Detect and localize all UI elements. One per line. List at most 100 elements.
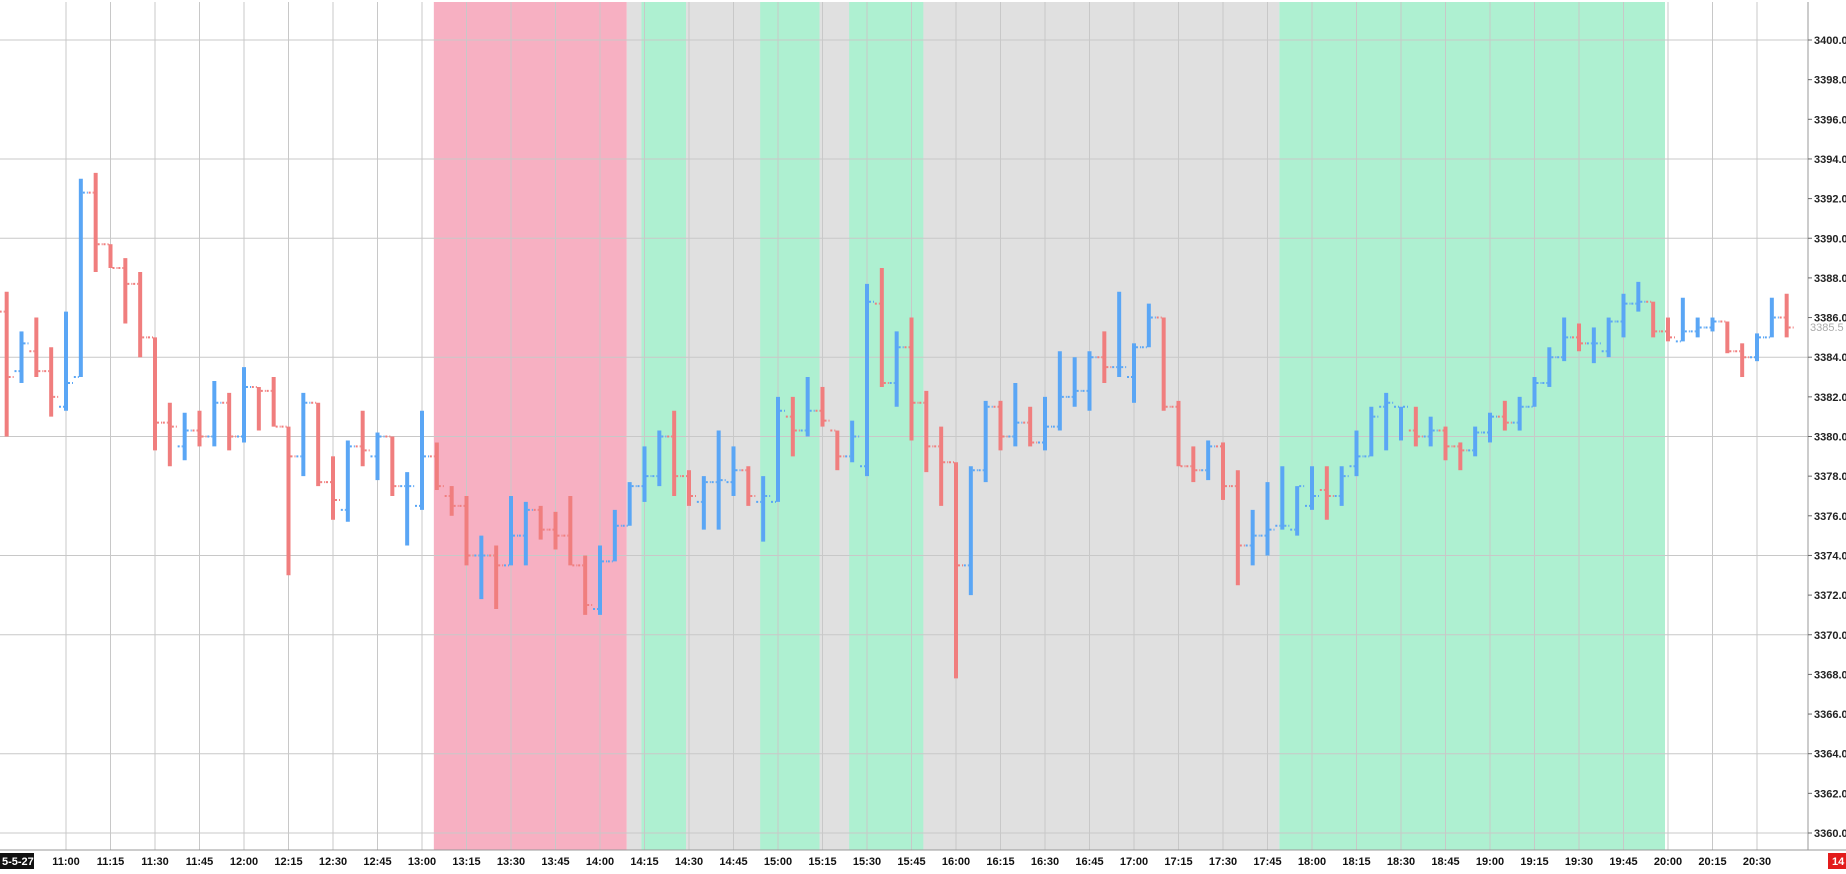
zone-green xyxy=(641,2,686,850)
ohlc-bar-up xyxy=(696,476,711,530)
ohlc-bar-up xyxy=(1245,509,1260,566)
ohlc-bar-down xyxy=(385,435,400,496)
ohlc-bar-up xyxy=(1364,406,1379,458)
time-tick-label: 18:30 xyxy=(1387,856,1415,868)
time-tick-label: 11:15 xyxy=(97,856,125,868)
zones-layer xyxy=(433,2,1665,850)
ohlc-bar-up xyxy=(1305,466,1319,510)
ohlc-bar-up xyxy=(1290,485,1305,536)
time-tick-label: 17:15 xyxy=(1164,856,1192,868)
ohlc-bar-down xyxy=(1230,470,1245,586)
price-axis[interactable]: 3400.0 3398.0 3396.0 3394.0 3392.0 3390.0 3388… xyxy=(1808,35,1846,840)
bars-layer xyxy=(0,172,1794,679)
ohlc-bar-up xyxy=(1750,333,1764,362)
ohlc-bar-down xyxy=(1661,317,1675,342)
price-tick-label: 3388.0 xyxy=(1814,273,1846,285)
time-tick-label: 16:00 xyxy=(942,856,970,868)
time-tick-label: 15:30 xyxy=(853,856,881,868)
time-tick-label: 19:45 xyxy=(1609,856,1637,868)
ohlc-bar-up xyxy=(518,501,533,566)
ohlc-bar-down xyxy=(1023,406,1038,447)
ohlc-bar-up xyxy=(1705,317,1720,332)
ohlc-bar-down xyxy=(44,347,59,417)
price-tick-label: 3398.0 xyxy=(1814,75,1846,87)
ohlc-bar-down xyxy=(563,495,578,567)
date-badge: 5-5-27 xyxy=(0,853,34,869)
time-tick-label: 19:30 xyxy=(1565,856,1593,868)
price-tick-label: 3394.0 xyxy=(1814,154,1846,166)
ohlc-bar-up xyxy=(296,392,311,477)
ohlc-bar-up xyxy=(607,509,622,563)
ohlc-bar-up xyxy=(207,380,222,447)
ohlc-bar-down xyxy=(785,396,800,457)
ohlc-bar-down xyxy=(830,429,845,471)
ohlc-bar-up xyxy=(340,440,355,522)
ohlc-bar-up xyxy=(1038,396,1052,451)
time-tick-label: 20:30 xyxy=(1743,856,1771,868)
time-tick-label: 12:30 xyxy=(319,856,347,868)
ohlc-bar-up xyxy=(1586,327,1601,364)
ohlc-bar-down xyxy=(1497,400,1512,431)
price-tick-label: 3372.0 xyxy=(1814,590,1846,602)
price-tick-label: 3366.0 xyxy=(1814,709,1846,721)
time-tick-label: 16:15 xyxy=(986,856,1014,868)
ohlc-bar-up xyxy=(474,535,489,600)
ohlc-bar-up xyxy=(1690,317,1705,338)
ohlc-bar-up xyxy=(1764,297,1779,339)
ohlc-bar-down xyxy=(1171,400,1186,468)
ohlc-bar-down xyxy=(667,410,682,496)
time-tick-label: 12:45 xyxy=(363,856,391,868)
ohlc-bar-down xyxy=(1646,300,1661,338)
zone-green xyxy=(1279,2,1665,850)
price-tick-label: 3386.0 xyxy=(1814,313,1846,325)
time-tick-label: 14:00 xyxy=(586,856,614,868)
ohlc-bar-down xyxy=(444,486,459,516)
ohlc-bar-down xyxy=(88,172,103,272)
time-tick-label: 15:45 xyxy=(897,856,925,868)
price-tick-label: 3368.0 xyxy=(1814,669,1846,681)
ohlc-bar-down xyxy=(311,401,326,487)
time-tick-label: 11:30 xyxy=(141,856,169,868)
time-tick-label: 19:00 xyxy=(1476,856,1504,868)
ohlc-bar-up xyxy=(1275,466,1290,530)
ohlc-bar-down xyxy=(118,258,133,324)
ohlc-bar-down xyxy=(919,390,934,473)
price-tick-label: 3396.0 xyxy=(1814,114,1846,126)
ohlc-bar-up xyxy=(1542,347,1557,387)
ohlc-bar-down xyxy=(133,271,148,358)
ohlc-bar-up xyxy=(1675,297,1690,343)
time-tick-label: 14:45 xyxy=(719,856,747,868)
ohlc-bar-up xyxy=(1512,396,1527,431)
time-tick-label: 11:45 xyxy=(186,856,214,868)
price-tick-label: 3362.0 xyxy=(1814,788,1846,800)
time-tick-label: 13:15 xyxy=(452,856,480,868)
time-tick-label: 15:15 xyxy=(808,856,836,868)
time-axis[interactable]: 11:00 11:15 11:30 11:45 12:00 12:15 12:30 12:45… xyxy=(52,856,1771,868)
ohlc-bar-up xyxy=(800,377,815,437)
ohlc-bar-down xyxy=(1408,406,1423,447)
time-tick-label: 19:15 xyxy=(1520,856,1548,868)
ohlc-bar-down xyxy=(993,400,1008,451)
time-tick-label: 15:00 xyxy=(764,856,792,868)
time-tick-label: 18:00 xyxy=(1298,856,1326,868)
ohlc-bar-up xyxy=(652,430,667,487)
ohlc-bar-down xyxy=(1572,323,1586,352)
ohlc-bar-down xyxy=(1156,316,1171,411)
ohlc-bar-down xyxy=(103,243,118,269)
time-tick-label: 14:30 xyxy=(675,856,703,868)
ohlc-bar-up xyxy=(1127,343,1141,403)
time-tick-label: 20:00 xyxy=(1654,856,1682,868)
ohlc-bar-down xyxy=(429,442,444,491)
price-tick-label: 3360.0 xyxy=(1814,828,1846,840)
ohlc-bar-down xyxy=(578,555,593,615)
price-tick-label: 3382.0 xyxy=(1814,392,1846,404)
zone-green xyxy=(760,2,820,850)
ohlc-bar-down xyxy=(1453,442,1468,471)
ohlc-bar-up xyxy=(1082,351,1097,411)
ohlc-bar-down xyxy=(1097,331,1112,383)
ohlc-bar-down xyxy=(489,545,504,609)
ohlc-bar-up xyxy=(14,331,29,383)
date-badge-text: 5-5-27 xyxy=(2,856,34,868)
